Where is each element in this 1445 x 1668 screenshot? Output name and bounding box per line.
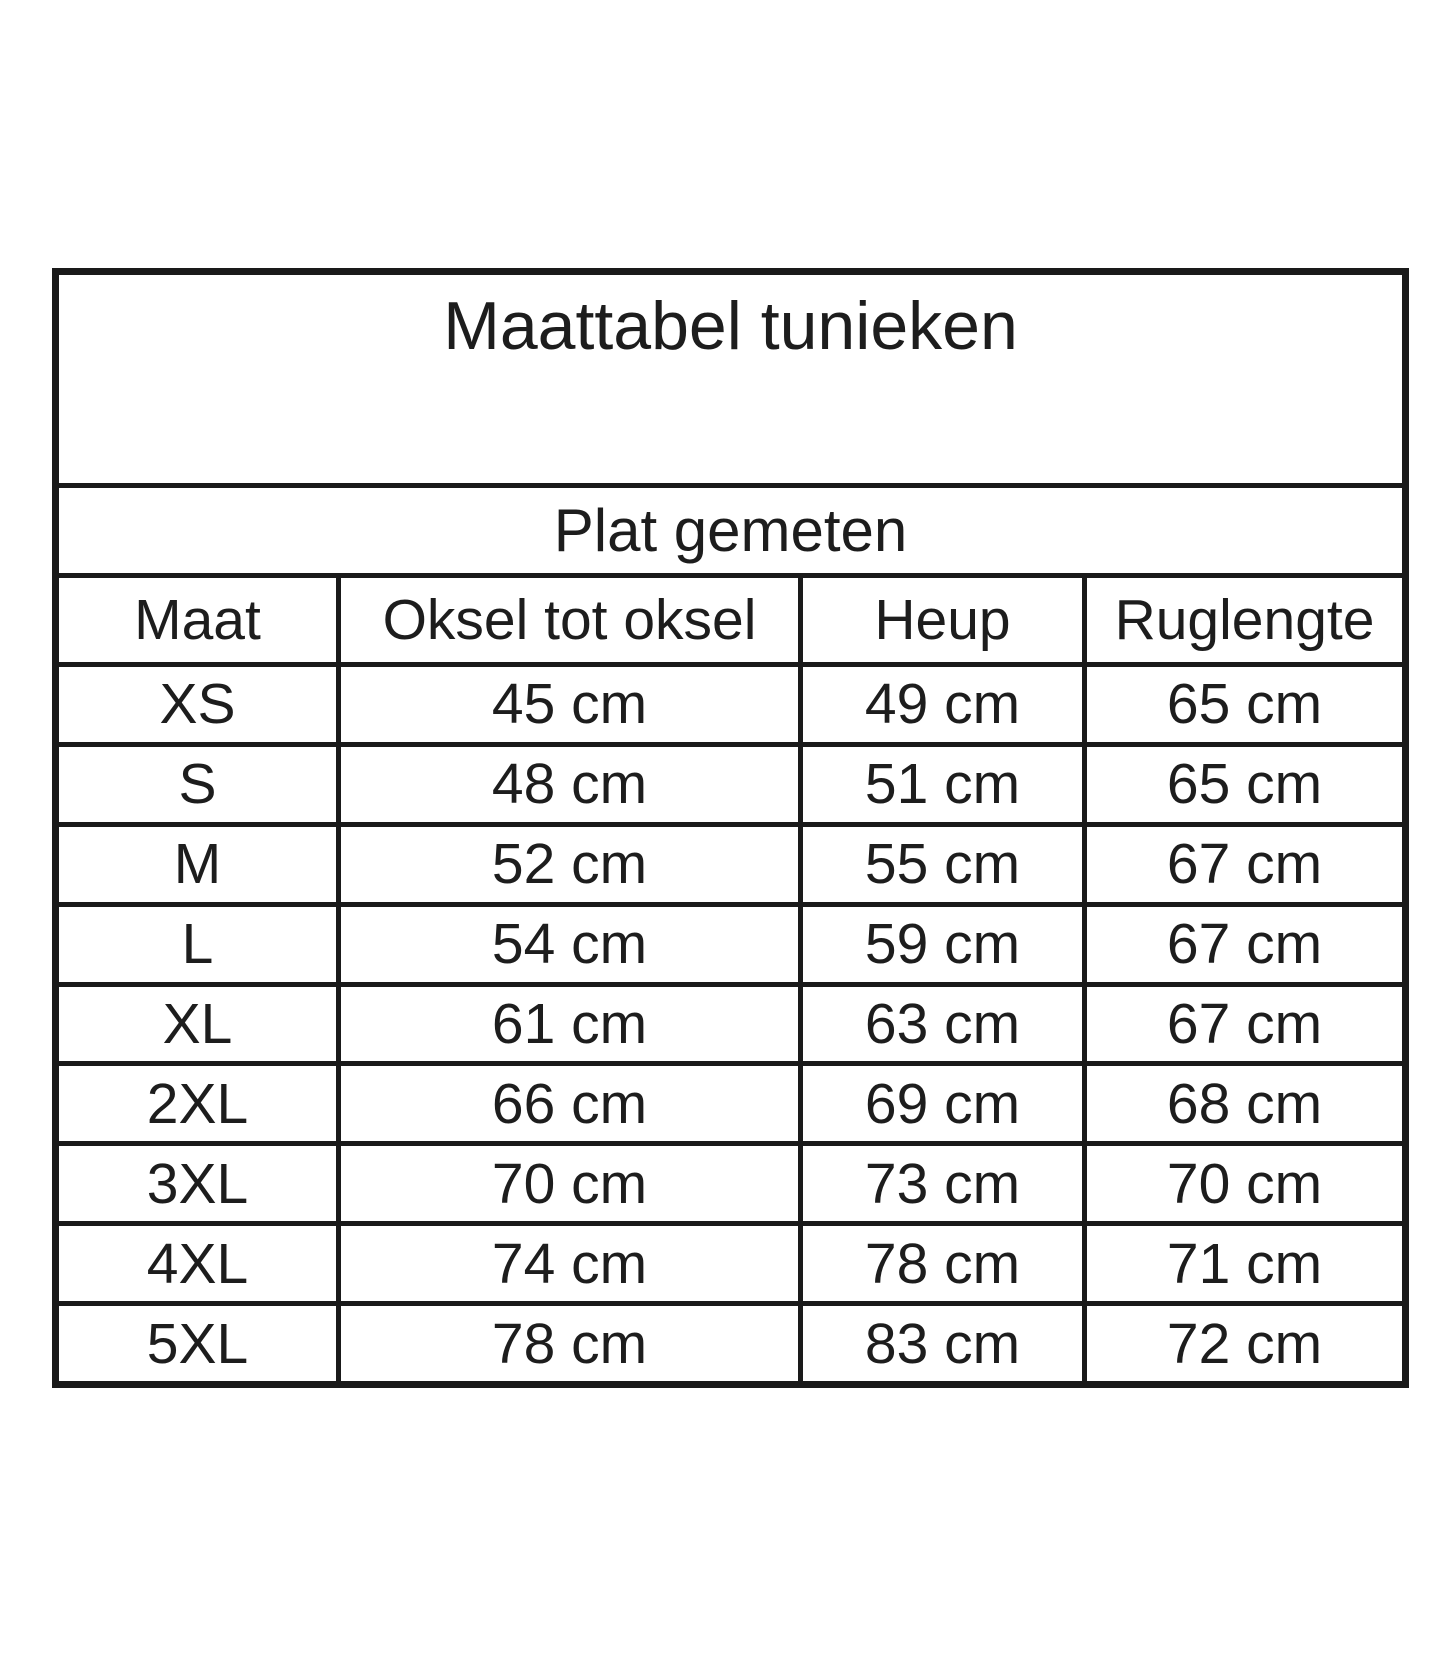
oksel-cell: 70 cm	[336, 1141, 803, 1227]
heup-cell: 78 cm	[798, 1221, 1087, 1306]
size-cell: 2XL	[53, 1061, 341, 1147]
oksel-cell: 45 cm	[336, 662, 803, 747]
table-subtitle: Plat gemeten	[53, 483, 1408, 578]
heup-cell: 69 cm	[798, 1061, 1087, 1147]
heup-cell: 49 cm	[798, 662, 1087, 747]
table-row-s: S 48 cm 51 cm 65 cm	[53, 741, 1408, 827]
size-cell: 5XL	[53, 1301, 341, 1387]
table-row-m: M 52 cm 55 cm 67 cm	[53, 821, 1408, 907]
ruglengte-cell: 71 cm	[1082, 1221, 1408, 1306]
oksel-cell: 52 cm	[336, 821, 803, 907]
column-header-oksel-tot-oksel: Oksel tot oksel	[336, 573, 803, 667]
size-cell: M	[53, 821, 341, 907]
oksel-cell: 66 cm	[336, 1061, 803, 1147]
ruglengte-cell: 67 cm	[1082, 901, 1408, 987]
ruglengte-cell: 67 cm	[1082, 981, 1408, 1067]
table-title-row: Maattabel tunieken	[53, 269, 1408, 488]
table-subtitle-row: Plat gemeten	[53, 483, 1408, 578]
table-row-5xl: 5XL 78 cm 83 cm 72 cm	[53, 1301, 1408, 1387]
heup-cell: 73 cm	[798, 1141, 1087, 1227]
heup-cell: 63 cm	[798, 981, 1087, 1067]
ruglengte-cell: 65 cm	[1082, 741, 1408, 827]
oksel-cell: 48 cm	[336, 741, 803, 827]
size-cell: L	[53, 901, 341, 987]
oksel-cell: 54 cm	[336, 901, 803, 987]
heup-cell: 51 cm	[798, 741, 1087, 827]
ruglengte-cell: 72 cm	[1082, 1301, 1408, 1387]
oksel-cell: 61 cm	[336, 981, 803, 1067]
heup-cell: 83 cm	[798, 1301, 1087, 1387]
ruglengte-cell: 70 cm	[1082, 1141, 1408, 1227]
ruglengte-cell: 67 cm	[1082, 821, 1408, 907]
column-header-maat: Maat	[53, 573, 341, 667]
table-row-xl: XL 61 cm 63 cm 67 cm	[53, 981, 1408, 1067]
size-cell: 4XL	[53, 1221, 341, 1306]
heup-cell: 55 cm	[798, 821, 1087, 907]
table-row-4xl: 4XL 74 cm 78 cm 71 cm	[53, 1221, 1408, 1306]
heup-cell: 59 cm	[798, 901, 1087, 987]
table-header-row: Maat Oksel tot oksel Heup Ruglengte	[53, 573, 1408, 667]
size-cell: 3XL	[53, 1141, 341, 1227]
table-title: Maattabel tunieken	[53, 269, 1408, 488]
table-row-l: L 54 cm 59 cm 67 cm	[53, 901, 1408, 987]
size-cell: S	[53, 741, 341, 827]
size-cell: XL	[53, 981, 341, 1067]
size-chart-table: Maattabel tunieken Plat gemeten Maat Oks…	[52, 268, 1409, 1388]
table-row-2xl: 2XL 66 cm 69 cm 68 cm	[53, 1061, 1408, 1147]
size-cell: XS	[53, 662, 341, 747]
column-header-heup: Heup	[798, 573, 1087, 667]
column-header-ruglengte: Ruglengte	[1082, 573, 1408, 667]
oksel-cell: 74 cm	[336, 1221, 803, 1306]
ruglengte-cell: 68 cm	[1082, 1061, 1408, 1147]
ruglengte-cell: 65 cm	[1082, 662, 1408, 747]
table-row-xs: XS 45 cm 49 cm 65 cm	[53, 662, 1408, 747]
oksel-cell: 78 cm	[336, 1301, 803, 1387]
table-row-3xl: 3XL 70 cm 73 cm 70 cm	[53, 1141, 1408, 1227]
